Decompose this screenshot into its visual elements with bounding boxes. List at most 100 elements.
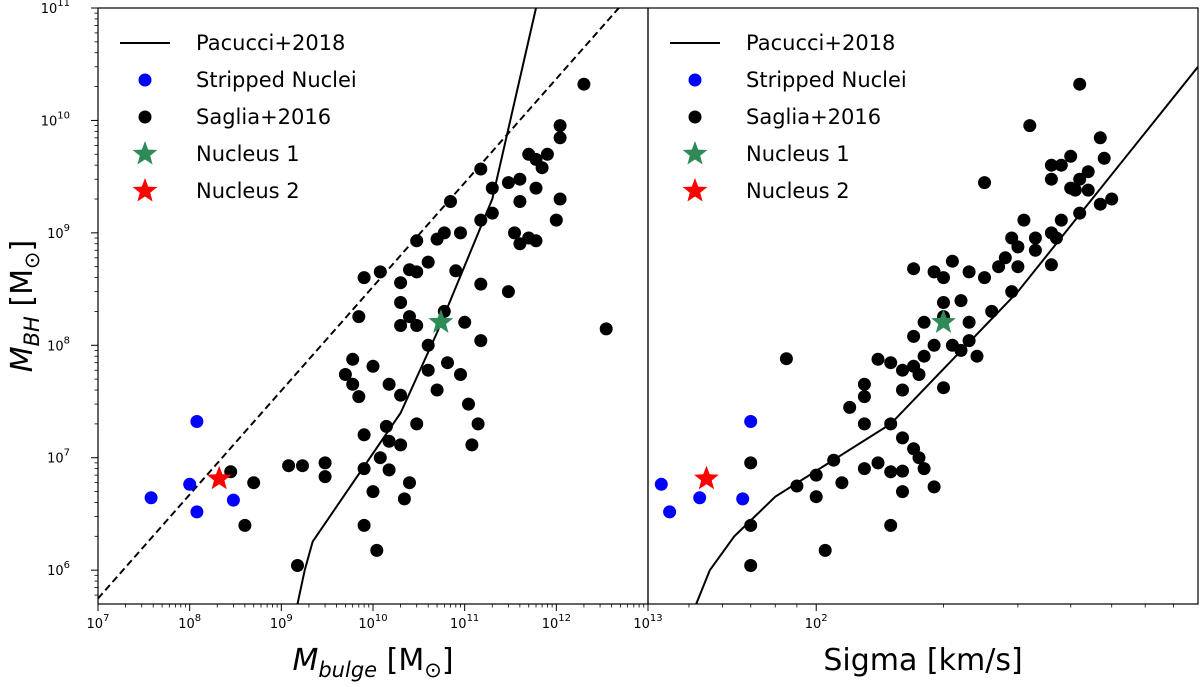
saglia-2016-point (1028, 231, 1042, 245)
legend-label: Saglia+2016 (746, 105, 881, 129)
legend: Pacucci+2018 Stripped Nuclei Saglia+2016 Nu… (120, 31, 357, 203)
legend-circle-marker (138, 73, 152, 87)
saglia-2016-point (835, 476, 849, 490)
stripped-nuclei-point (190, 505, 204, 519)
saglia-2016-point (1011, 260, 1025, 274)
legend-label: Saglia+2016 (196, 105, 331, 129)
saglia-2016-point (917, 462, 931, 476)
saglia-2016-point (465, 438, 479, 452)
saglia-2016-point (352, 390, 366, 404)
y-tick-label: 1010 (41, 110, 70, 129)
saglia-2016-point (857, 377, 871, 391)
legend-star-marker (682, 178, 708, 202)
saglia-2016-point (485, 181, 499, 195)
saglia-2016-point (394, 296, 408, 309)
saglia-2016-point (1044, 172, 1058, 186)
saglia-2016-point (403, 263, 416, 277)
saglia-2016-point (282, 459, 296, 473)
saglia-2016-point (421, 363, 435, 377)
saglia-2016-point (912, 451, 926, 465)
saglia-2016-point (927, 338, 941, 352)
saglia-2016-point (927, 265, 941, 279)
nucleus-2-star (206, 465, 232, 490)
x-tick-label: 1012 (542, 613, 571, 632)
saglia-2016-point (896, 383, 909, 397)
right-panel-sigma: 102 Pacucci+2018 Stripped Nuclei Saglia+201… (647, 7, 1199, 678)
legend-label: Pacucci+2018 (746, 31, 895, 55)
saglia-2016-point (1017, 213, 1031, 227)
saglia-2016-point (474, 277, 488, 291)
saglia-2016-point (1093, 131, 1107, 145)
stripped-nuclei-point (144, 491, 158, 505)
saglia-2016-point (871, 352, 885, 366)
x-tick-label: 109 (270, 613, 293, 632)
saglia-2016-point (474, 213, 488, 227)
saglia-2016-point (346, 377, 360, 391)
saglia-2016-point (818, 543, 832, 557)
saglia-2016-point (954, 294, 968, 308)
x-tick-label: 108 (178, 613, 201, 632)
stripped-nuclei-point (736, 492, 750, 506)
x-axis-label: Mbulge [M⊙] (292, 643, 453, 682)
legend-label: Stripped Nuclei (746, 68, 907, 92)
saglia-2016-point (379, 419, 393, 433)
legend-label: Nucleus 1 (746, 142, 850, 166)
saglia-2016-point (945, 254, 959, 268)
saglia-2016-point (513, 195, 527, 208)
saglia-2016-point (318, 456, 332, 470)
saglia-2016-point (744, 456, 758, 470)
saglia-2016-point (937, 381, 950, 395)
saglia-2016-point (485, 206, 499, 220)
saglia-2016-point (978, 176, 991, 190)
saglia-2016-point (884, 417, 898, 431)
saglia-2016-point (896, 431, 909, 445)
stripped-nuclei-point (693, 491, 707, 505)
plot-area (654, 66, 1198, 604)
saglia-2016-point (599, 322, 613, 336)
saglia-2016-point (366, 359, 380, 373)
saglia-2016-point (410, 417, 424, 431)
saglia-2016-point (1044, 158, 1058, 172)
saglia-2016-point (553, 192, 567, 206)
y-tick-label: 109 (47, 223, 70, 242)
saglia-2016-point (917, 315, 931, 329)
legend-label: Pacucci+2018 (196, 31, 345, 55)
saglia-2016-point (318, 470, 332, 484)
saglia-2016-point (1023, 119, 1037, 133)
saglia-2016-point (529, 181, 543, 195)
saglia-2016-point (338, 368, 352, 381)
saglia-2016-point (357, 271, 371, 285)
saglia-2016-point (917, 349, 931, 363)
saglia-2016-point (513, 172, 527, 186)
y-tick-label: 106 (47, 560, 70, 579)
x-axis-label: Sigma [km/s] (823, 643, 1022, 678)
saglia-2016-point (397, 492, 411, 506)
saglia-2016-point (962, 334, 976, 348)
saglia-2016-point (373, 451, 387, 465)
saglia-2016-point (471, 417, 485, 431)
x-tick-label: 1011 (450, 613, 479, 632)
saglia-2016-point (827, 453, 841, 467)
x-tick-label: 102 (805, 613, 828, 632)
plot-area (98, 8, 620, 604)
saglia-2016-point (790, 479, 804, 493)
left-panel-mbulge: 107 108 109 1010 1011 1012 1013 106 107 108 109 101… (5, 0, 663, 682)
legend: Pacucci+2018 Stripped Nuclei Saglia+2016 Nu… (670, 31, 907, 203)
saglia-2016-point (843, 400, 857, 414)
saglia-2016-point (501, 285, 515, 299)
saglia-2016-point (1073, 172, 1087, 186)
saglia-2016-point (373, 265, 387, 279)
saglia-2016-point (522, 147, 536, 161)
saglia-2016-point (394, 388, 408, 402)
saglia-2016-point (421, 338, 435, 352)
saglia-2016-point (809, 490, 823, 504)
saglia-2016-point (410, 234, 424, 248)
y-tick-label: 107 (47, 448, 70, 467)
x-tick-label: 1010 (358, 613, 387, 632)
saglia-2016-point (508, 226, 521, 240)
saglia-2016-point (394, 319, 408, 332)
saglia-2016-point (884, 518, 898, 532)
saglia-2016-point (458, 315, 472, 329)
saglia-2016-point (978, 271, 991, 285)
